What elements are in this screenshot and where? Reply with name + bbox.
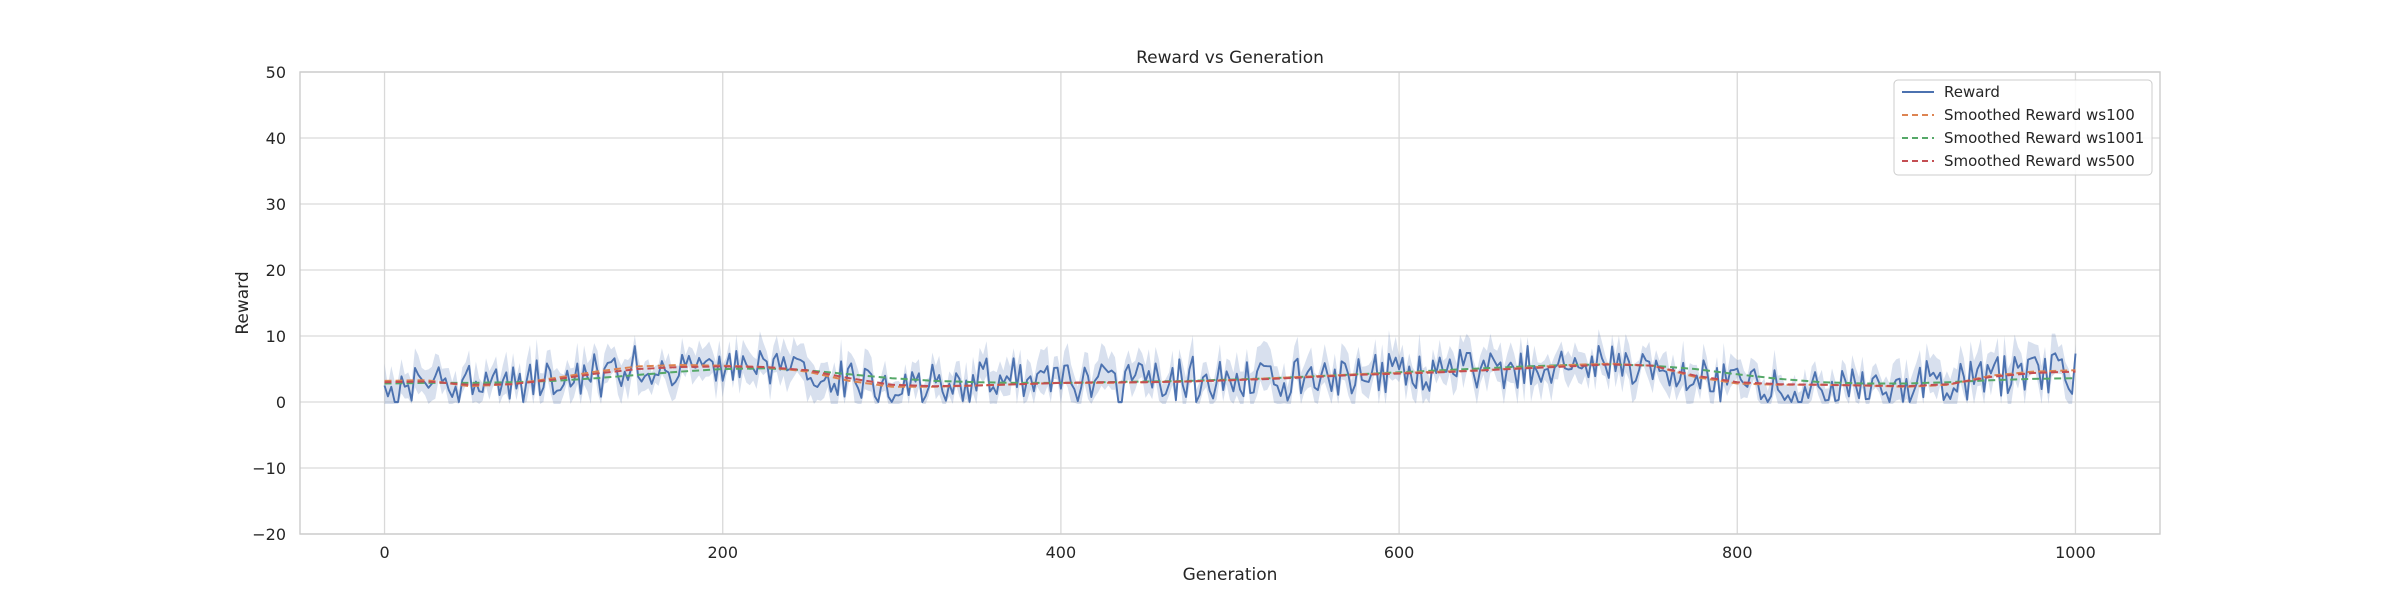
y-tick-label: 10 bbox=[266, 327, 286, 346]
y-tick-label: −20 bbox=[252, 525, 286, 544]
x-tick-label: 0 bbox=[379, 543, 389, 562]
y-tick-label: 20 bbox=[266, 261, 286, 280]
chart-title: Reward vs Generation bbox=[1136, 48, 1324, 68]
x-tick-label: 200 bbox=[707, 543, 738, 562]
legend-label-reward: Reward bbox=[1944, 83, 2000, 101]
y-tick-label: −10 bbox=[252, 459, 286, 478]
legend-box bbox=[1893, 79, 2153, 176]
x-axis-label: Generation bbox=[1183, 565, 1278, 585]
y-tick-label: 40 bbox=[266, 129, 286, 148]
y-tick-labels: −20 −10 0 10 20 30 40 50 bbox=[252, 63, 286, 544]
legend-label-ws100: Smoothed Reward ws100 bbox=[1944, 106, 2135, 124]
legend: Reward Smoothed Reward ws100 Smoothed Re… bbox=[1893, 79, 2153, 176]
y-axis-label: Reward bbox=[233, 271, 253, 334]
legend-label-ws1001: Smoothed Reward ws1001 bbox=[1944, 129, 2144, 147]
x-tick-label: 1000 bbox=[2055, 543, 2096, 562]
y-tick-label: 0 bbox=[276, 393, 286, 412]
plot-area bbox=[300, 72, 2160, 534]
plot-frame bbox=[299, 71, 2161, 535]
y-tick-label: 30 bbox=[266, 195, 286, 214]
x-tick-label: 400 bbox=[1046, 543, 1077, 562]
series-lines bbox=[383, 344, 2077, 403]
series-line-ws500 bbox=[384, 363, 2076, 388]
series-line-ws1001 bbox=[384, 363, 2076, 385]
legend-label-ws500: Smoothed Reward ws500 bbox=[1944, 152, 2135, 170]
reward-variance-band bbox=[384, 329, 2076, 404]
x-tick-label: 600 bbox=[1384, 543, 1415, 562]
y-tick-label: 50 bbox=[266, 63, 286, 82]
x-tick-labels: 0 200 400 600 800 1000 bbox=[379, 543, 2095, 562]
reward-band bbox=[384, 329, 2076, 404]
x-tick-label: 800 bbox=[1722, 543, 1753, 562]
